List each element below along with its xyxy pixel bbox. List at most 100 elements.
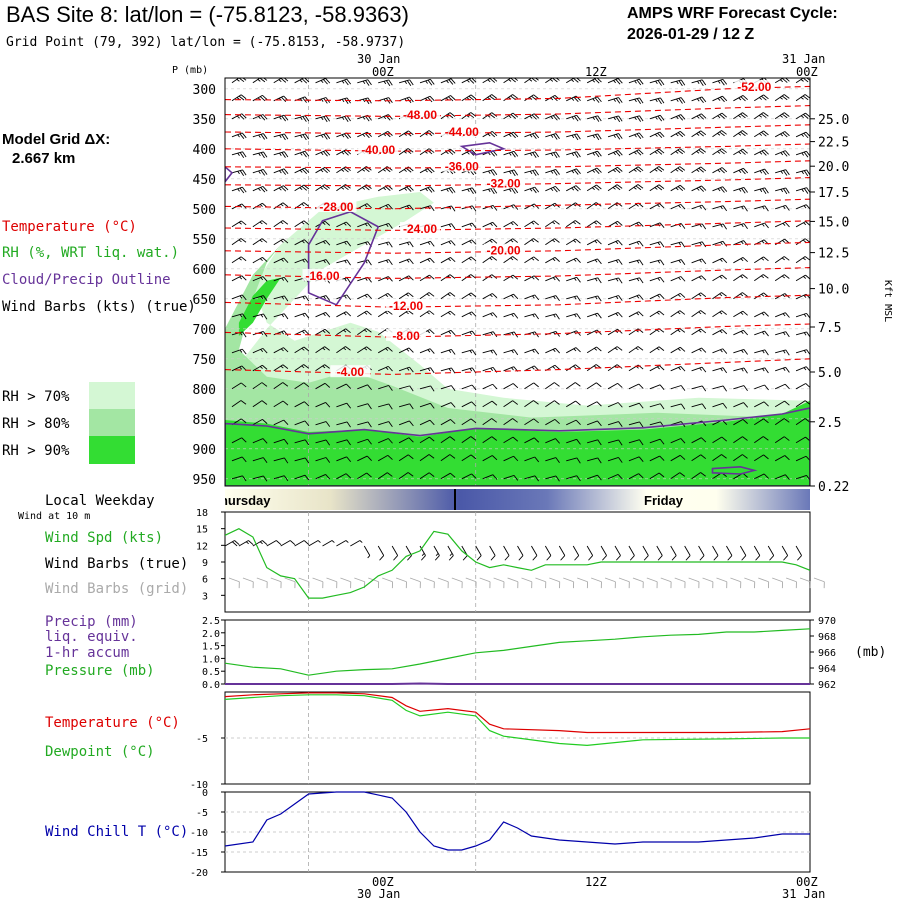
barb-p470-h11.0-feather	[472, 187, 477, 194]
cloud-outline-4	[711, 465, 758, 475]
barb-p590-h6.5	[398, 258, 414, 265]
barb-p410-h-4.0-feather	[263, 151, 268, 158]
barb-p800-h18.5	[565, 382, 581, 390]
barb-p350-h27.5-staff	[691, 113, 702, 120]
barb-p620-h35.0-staff	[795, 274, 806, 282]
barb-p950-h18.5-feather	[576, 475, 581, 482]
barb-p920-h11.0-feather	[470, 454, 477, 460]
barb-p470-h6.5-half-feather	[404, 187, 408, 191]
barb-p950-h14.0-feather	[513, 475, 519, 481]
barb-p680-h30.5-half-feather	[740, 312, 744, 315]
barb-p800-h27.5-staff	[691, 385, 703, 390]
barb-p380-h32.0-half-feather	[759, 133, 763, 136]
barb-p590-h15.5-feather	[533, 256, 539, 262]
barb-p440-h18.5	[566, 168, 581, 175]
barb-p830-h18.5	[566, 400, 581, 408]
barb-p680-h6.5-staff	[398, 310, 409, 318]
barb-p890-h-4.0	[252, 438, 268, 444]
barb-p590-h2.0-staff	[336, 259, 348, 264]
barb-p350-h33.5-half-feather	[779, 115, 783, 118]
barb-p530-h30.5	[733, 223, 748, 230]
barb-p890-h23.0-staff	[628, 439, 640, 444]
barb-p590-h21.5-staff	[607, 259, 619, 264]
barb-p860-h21.5-feather	[618, 421, 623, 427]
barb-p800-h24.5-staff	[649, 384, 661, 390]
barb-p710-h2.0-half-feather	[343, 329, 347, 333]
barb-p470-h27.5-feather	[701, 185, 707, 191]
isotherm-label-bg-12	[330, 365, 371, 378]
barb-p320-h20.0-feather	[597, 96, 602, 103]
barb-p890-h5.0-staff	[378, 438, 389, 444]
barb-p440-h6.5-feather	[405, 167, 412, 173]
barb-p650-h18.5-staff	[566, 295, 577, 300]
barb-p560-h-4.0	[252, 238, 268, 246]
barb-p290-h26.0-feather	[678, 80, 683, 87]
barb-p620-h27.5-feather	[701, 275, 707, 281]
barb-p770-h-4.0-staff	[252, 364, 263, 372]
barb-p440-h33.5	[775, 169, 790, 176]
cross-section-frame	[224, 77, 811, 487]
barb-p950-h0.5-feather	[325, 474, 331, 480]
barb-p440-h8.0-feather	[427, 168, 433, 174]
barb-p590-h29.0-half-feather	[719, 258, 723, 262]
barb-p650-h0.5-staff	[315, 295, 327, 300]
grid-barb-8-staff	[340, 577, 351, 583]
barb-p590-h26.0-staff	[670, 259, 682, 264]
barb-p740-h12.5-feather	[492, 349, 498, 356]
barb-p350-h18.5-staff	[566, 114, 577, 120]
barb-p740-h20.0-half-feather	[594, 347, 598, 351]
barb-p680-h14.0	[503, 312, 519, 319]
barb-p920-h33.5-feather	[784, 455, 790, 461]
barb-p740-h0.5-staff	[315, 346, 325, 354]
barb-p710-h9.5-half-feather	[448, 331, 452, 334]
barb-p650-h29.0-feather	[721, 292, 727, 297]
barb-p830-h12.5-staff	[482, 400, 493, 408]
barb-p620-h8.0-staff	[419, 274, 430, 282]
barb-p500-h32.0-feather	[764, 205, 769, 212]
barb-p290-h2.0-feather	[346, 78, 352, 85]
surface-barb-15	[433, 545, 440, 561]
barb-p890-h8.0-feather	[429, 436, 435, 442]
barb-p920-h33.5-staff	[774, 455, 786, 462]
precip-label: Precip (mm)	[45, 614, 138, 630]
barb-p740-h14.0	[503, 349, 519, 356]
barb-p560-h-4.0-feather	[261, 238, 268, 243]
barb-p770-h14.0-half-feather	[511, 367, 514, 371]
barb-p680-h27.5-feather	[700, 310, 706, 315]
grid-barb-25-staff	[577, 577, 588, 583]
grid-barb-5-staff	[298, 577, 310, 583]
barb-p680-h27.5-staff	[691, 310, 701, 318]
barb-p470-h3.5-half-feather	[362, 187, 366, 190]
wind-barbs-grid-label: Wind Barbs (grid)	[45, 581, 188, 597]
barb-p440-h18.5-staff	[566, 168, 577, 174]
barb-p410-h14.0-feather	[511, 151, 516, 158]
barb-p350-h35.0-feather	[805, 112, 810, 118]
barb-p740-h9.5-feather	[450, 349, 456, 355]
barb-p290-h6.5-feather	[406, 80, 412, 86]
barb-p620-h9.5-feather	[449, 274, 456, 279]
barb-p380-h27.5-staff	[691, 130, 702, 138]
barb-p590-h-4.0-feather	[262, 257, 268, 262]
barb-p680-h-5.5-half-feather	[239, 314, 243, 318]
isotherm-label-bg-2	[441, 125, 482, 138]
barb-p950-h2.0-feather	[345, 473, 352, 479]
barb-p650-h2.0-feather	[346, 294, 352, 301]
barb-p530-h29.0-feather	[722, 223, 727, 230]
barb-p500-h24.5-staff	[649, 203, 660, 210]
barb-p350-h23.0	[628, 115, 644, 122]
barb-p620-h6.5-staff	[398, 275, 410, 282]
barb-p290-h2.0-staff	[336, 78, 347, 84]
pressure-tick-950: 950	[193, 473, 216, 488]
barb-p860-h14.0-staff	[503, 418, 513, 426]
barb-p350-h33.5-staff	[774, 112, 785, 120]
barb-p590-h32.0	[754, 256, 769, 264]
barb-p620-h30.5-half-feather	[740, 275, 744, 279]
barb-p410-h-1.0-half-feather	[299, 152, 303, 156]
barb-p950-h-4.0-feather	[263, 475, 268, 482]
barb-p860-h15.5	[524, 418, 539, 426]
barb-p710-h9.5-staff	[440, 329, 452, 336]
pressure-series	[224, 628, 811, 676]
surface-barb-30-feather	[643, 555, 649, 561]
barb-p710-h20.0-staff	[586, 329, 598, 336]
barb-p500-h12.5-half-feather	[490, 205, 494, 209]
